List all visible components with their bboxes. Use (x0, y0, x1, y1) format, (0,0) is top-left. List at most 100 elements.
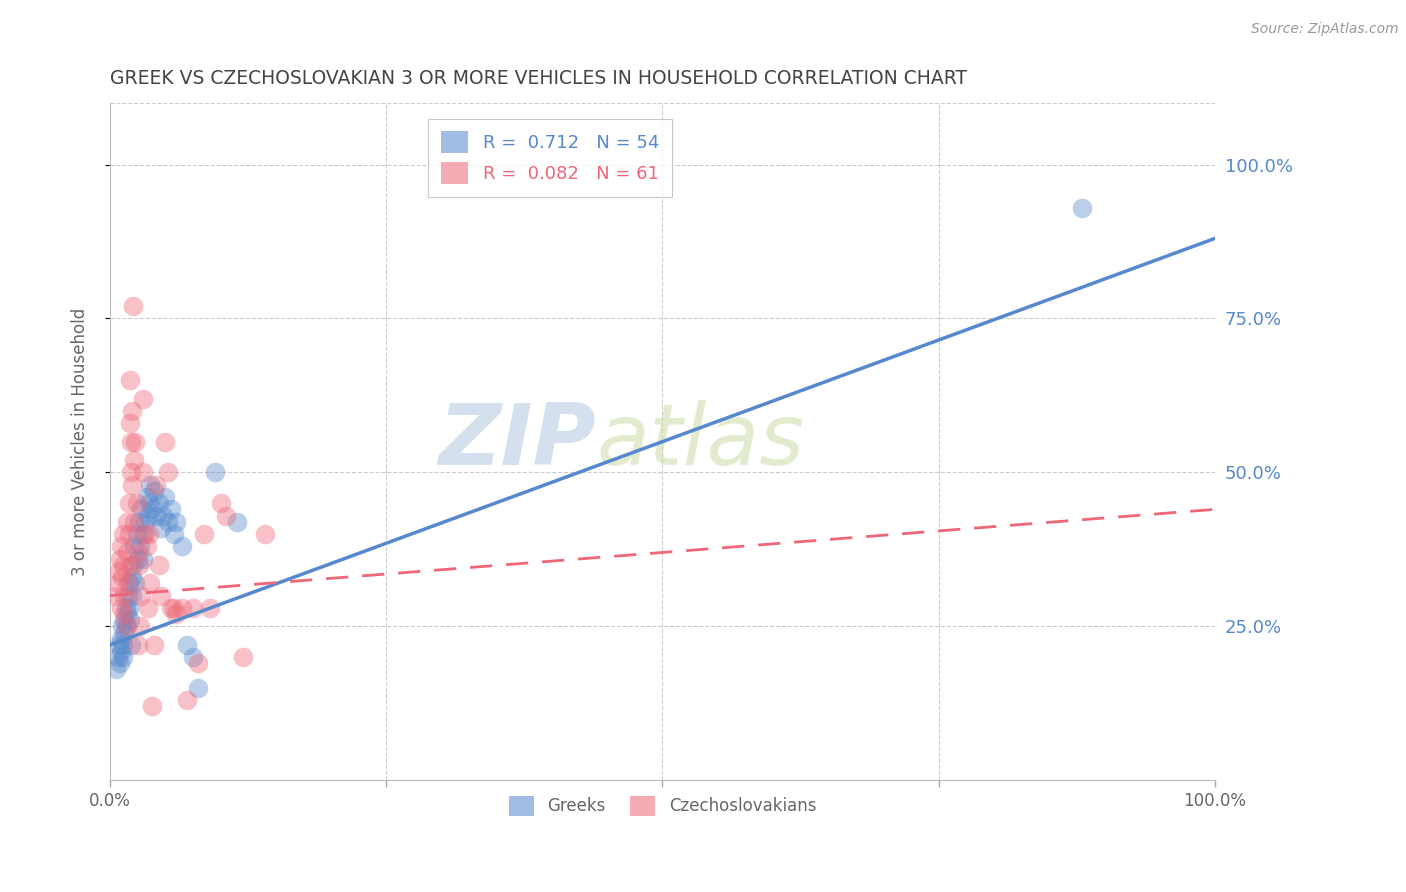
Point (125, 527, 148, 541)
Point (118, 373, 141, 387)
Point (125, 496, 148, 510)
Point (118, 576, 141, 591)
Point (155, 490, 177, 504)
Point (181, 650, 204, 665)
Point (209, 496, 232, 510)
Point (134, 515, 156, 529)
Point (143, 483, 166, 498)
Point (120, 434, 142, 449)
Point (141, 502, 163, 516)
Point (148, 496, 170, 510)
Point (112, 527, 135, 541)
Point (107, 576, 129, 591)
Point (124, 576, 146, 591)
Point (152, 508, 174, 523)
Point (121, 404, 143, 418)
Point (121, 570, 143, 584)
Point (118, 527, 141, 541)
Point (118, 613, 141, 627)
Point (108, 564, 131, 578)
Point (118, 600, 141, 615)
Point (104, 589, 127, 603)
Point (181, 600, 204, 615)
Point (253, 527, 276, 541)
Point (118, 416, 141, 430)
Point (124, 453, 146, 467)
Point (165, 515, 187, 529)
Point (138, 527, 160, 541)
Point (117, 589, 139, 603)
Point (121, 589, 143, 603)
Point (176, 638, 198, 652)
Point (114, 625, 136, 640)
Point (111, 619, 134, 633)
Point (108, 657, 131, 671)
Point (170, 600, 193, 615)
Point (121, 477, 143, 491)
Point (198, 600, 221, 615)
Point (112, 558, 135, 572)
Point (129, 502, 152, 516)
Point (136, 600, 159, 615)
Point (115, 607, 138, 621)
Text: Source: ZipAtlas.com: Source: ZipAtlas.com (1251, 22, 1399, 37)
Point (124, 515, 146, 529)
Point (163, 600, 186, 615)
Point (128, 515, 150, 529)
Point (1071, 201, 1094, 215)
Point (129, 589, 152, 603)
Point (122, 558, 145, 572)
Point (108, 638, 131, 652)
Point (112, 638, 135, 652)
Point (117, 576, 139, 591)
Point (127, 545, 149, 559)
Point (111, 570, 134, 584)
Point (115, 515, 138, 529)
Point (160, 502, 183, 516)
Point (232, 650, 254, 665)
Point (122, 299, 145, 313)
Point (149, 589, 172, 603)
Legend: Greeks, Czechoslovakians: Greeks, Czechoslovakians (502, 789, 823, 822)
Y-axis label: 3 or more Vehicles in Household: 3 or more Vehicles in Household (72, 308, 89, 575)
Point (114, 607, 136, 621)
Point (132, 466, 155, 480)
Point (156, 515, 179, 529)
Point (110, 644, 132, 658)
Point (156, 466, 179, 480)
Point (187, 657, 209, 671)
Point (112, 650, 135, 665)
Point (118, 558, 141, 572)
Point (204, 466, 226, 480)
Point (115, 619, 138, 633)
Text: ZIP: ZIP (439, 401, 596, 483)
Point (114, 600, 136, 615)
Point (145, 477, 167, 491)
Text: GREEK VS CZECHOSLOVAKIAN 3 OR MORE VEHICLES IN HOUSEHOLD CORRELATION CHART: GREEK VS CZECHOSLOVAKIAN 3 OR MORE VEHIC… (110, 69, 967, 87)
Point (124, 539, 146, 553)
Point (120, 466, 142, 480)
Point (127, 551, 149, 566)
Point (110, 600, 132, 615)
Point (108, 551, 131, 566)
Point (134, 527, 156, 541)
Point (149, 521, 172, 535)
Point (163, 527, 186, 541)
Point (115, 545, 138, 559)
Point (129, 619, 152, 633)
Point (120, 638, 142, 652)
Point (145, 508, 167, 523)
Point (155, 434, 177, 449)
Point (110, 539, 132, 553)
Point (139, 576, 162, 591)
Point (107, 650, 129, 665)
Point (110, 632, 132, 646)
Point (187, 681, 209, 695)
Point (129, 539, 152, 553)
Point (114, 619, 136, 633)
Point (132, 392, 155, 406)
Point (170, 539, 193, 553)
Point (118, 496, 141, 510)
Text: atlas: atlas (596, 401, 804, 483)
Point (215, 508, 238, 523)
